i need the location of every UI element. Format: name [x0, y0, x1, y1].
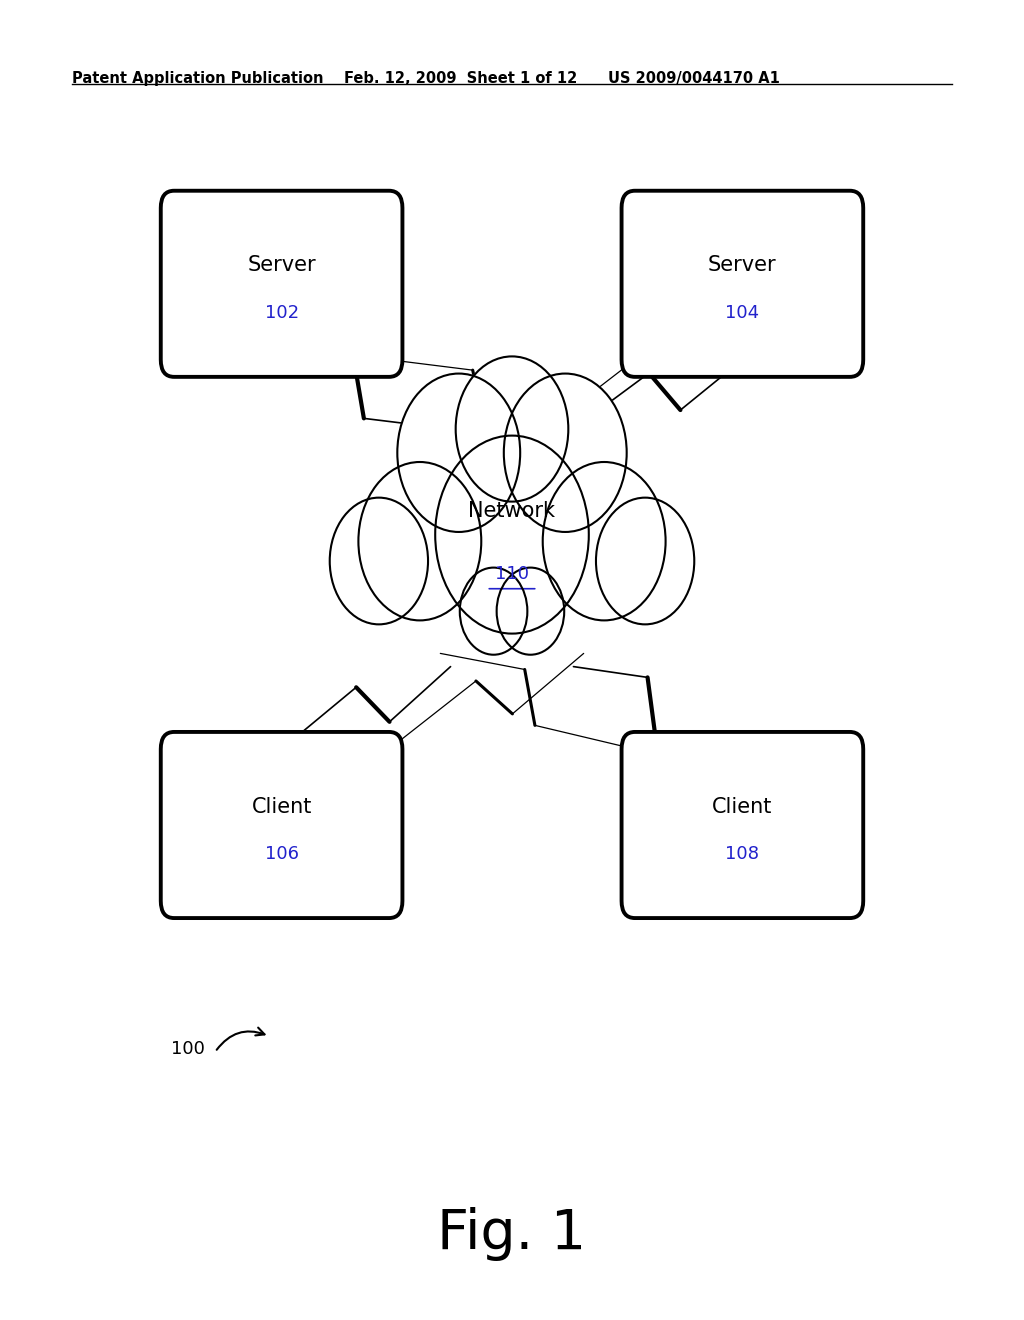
Circle shape — [497, 568, 564, 655]
Text: 106: 106 — [264, 845, 299, 863]
Circle shape — [456, 356, 568, 502]
Text: Patent Application Publication    Feb. 12, 2009  Sheet 1 of 12      US 2009/0044: Patent Application Publication Feb. 12, … — [72, 71, 779, 86]
Text: Client: Client — [252, 796, 311, 817]
Text: Server: Server — [708, 255, 777, 276]
Circle shape — [596, 498, 694, 624]
Circle shape — [504, 374, 627, 532]
FancyBboxPatch shape — [622, 190, 863, 378]
FancyBboxPatch shape — [161, 731, 402, 919]
Text: Fig. 1: Fig. 1 — [437, 1208, 587, 1261]
Circle shape — [397, 374, 520, 532]
Text: 104: 104 — [725, 304, 760, 322]
Text: Network: Network — [469, 500, 555, 521]
Text: 110: 110 — [495, 565, 529, 583]
Text: 100: 100 — [171, 1040, 205, 1059]
Circle shape — [358, 462, 481, 620]
Circle shape — [330, 498, 428, 624]
Text: 108: 108 — [725, 845, 760, 863]
Circle shape — [460, 568, 527, 655]
FancyBboxPatch shape — [622, 731, 863, 919]
Circle shape — [543, 462, 666, 620]
Text: Client: Client — [713, 796, 772, 817]
FancyBboxPatch shape — [161, 190, 402, 378]
Circle shape — [435, 436, 589, 634]
Text: Server: Server — [247, 255, 316, 276]
Text: 102: 102 — [264, 304, 299, 322]
